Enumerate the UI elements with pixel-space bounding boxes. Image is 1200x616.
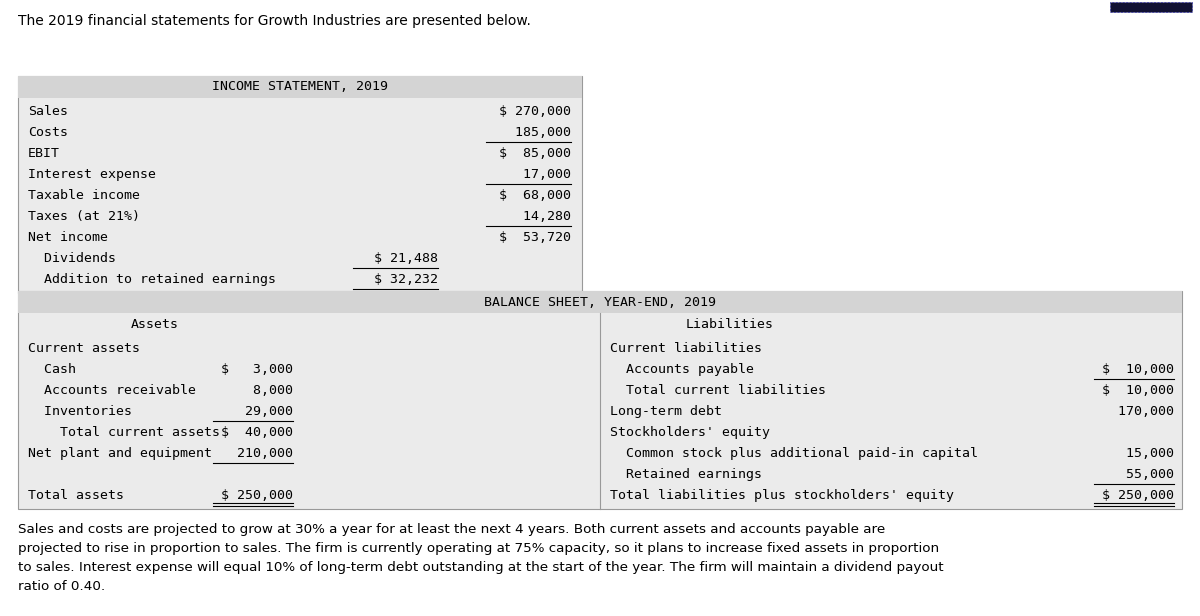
Text: EBIT: EBIT [28, 147, 60, 160]
Bar [1110, 2, 1192, 12]
Text: BALANCE SHEET, YEAR-END, 2019: BALANCE SHEET, YEAR-END, 2019 [484, 296, 716, 309]
Text: Common stock plus additional paid-in capital: Common stock plus additional paid-in cap… [610, 447, 978, 460]
Text: $  85,000: $ 85,000 [499, 147, 571, 160]
Text: 55,000: 55,000 [1094, 468, 1174, 481]
Text: Current assets: Current assets [28, 342, 140, 355]
Text: Total liabilities plus stockholders' equity: Total liabilities plus stockholders' equ… [610, 489, 954, 502]
Text: $ 21,488: $ 21,488 [374, 252, 438, 265]
Bar [18, 291, 1182, 313]
Text: Taxes (at 21%): Taxes (at 21%) [28, 210, 140, 223]
Text: Costs: Costs [28, 126, 68, 139]
Text: 17,000: 17,000 [499, 168, 571, 181]
Text: 170,000: 170,000 [1094, 405, 1174, 418]
Bar [18, 291, 1182, 509]
Text: Current liabilities: Current liabilities [610, 342, 762, 355]
Text: Net income: Net income [28, 231, 108, 244]
Text: Accounts payable: Accounts payable [610, 363, 754, 376]
Text: Cash: Cash [28, 363, 76, 376]
Text: Net plant and equipment: Net plant and equipment [28, 447, 212, 460]
Text: $  53,720: $ 53,720 [499, 231, 571, 244]
Text: Total current assets: Total current assets [28, 426, 220, 439]
Text: Assets: Assets [131, 317, 179, 331]
Text: $  40,000: $ 40,000 [221, 426, 293, 439]
Text: $  10,000: $ 10,000 [1102, 363, 1174, 376]
Text: Taxable income: Taxable income [28, 189, 140, 202]
Bar [18, 76, 582, 293]
Text: Retained earnings: Retained earnings [610, 468, 762, 481]
Text: $   3,000: $ 3,000 [221, 363, 293, 376]
Text: 8,000: 8,000 [221, 384, 293, 397]
Text: 185,000: 185,000 [499, 126, 571, 139]
Text: $ 32,232: $ 32,232 [374, 273, 438, 286]
Text: Liabilities: Liabilities [686, 317, 774, 331]
Text: 29,000: 29,000 [221, 405, 293, 418]
Text: Interest expense: Interest expense [28, 168, 156, 181]
Text: Sales: Sales [28, 105, 68, 118]
Text: Sales and costs are projected to grow at 30% a year for at least the next 4 year: Sales and costs are projected to grow at… [18, 523, 943, 593]
Bar [18, 76, 582, 98]
Text: Stockholders' equity: Stockholders' equity [610, 426, 770, 439]
Text: $  10,000: $ 10,000 [1102, 384, 1174, 397]
Text: Total assets: Total assets [28, 489, 124, 502]
Text: INCOME STATEMENT, 2019: INCOME STATEMENT, 2019 [212, 81, 388, 94]
Text: Inventories: Inventories [28, 405, 132, 418]
Text: Addition to retained earnings: Addition to retained earnings [28, 273, 276, 286]
Text: $ 270,000: $ 270,000 [499, 105, 571, 118]
Text: Dividends: Dividends [28, 252, 116, 265]
Text: $ 250,000: $ 250,000 [221, 489, 293, 502]
Text: $  68,000: $ 68,000 [499, 189, 571, 202]
Text: 14,280: 14,280 [499, 210, 571, 223]
Text: The 2019 financial statements for Growth Industries are presented below.: The 2019 financial statements for Growth… [18, 14, 530, 28]
Text: Accounts receivable: Accounts receivable [28, 384, 196, 397]
Text: Total current liabilities: Total current liabilities [610, 384, 826, 397]
Text: 210,000: 210,000 [214, 447, 293, 460]
Text: $ 250,000: $ 250,000 [1102, 489, 1174, 502]
Text: Long-term debt: Long-term debt [610, 405, 722, 418]
Text: 15,000: 15,000 [1094, 447, 1174, 460]
